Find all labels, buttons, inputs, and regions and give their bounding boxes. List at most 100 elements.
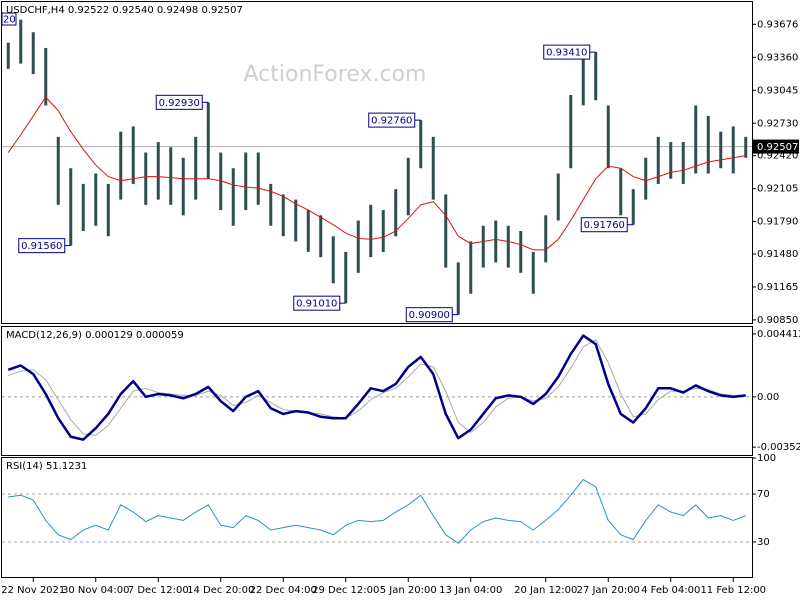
price-bar [619, 168, 623, 216]
price-panel-frame [1, 1, 753, 324]
price-bar [244, 152, 248, 211]
annotation-box [18, 238, 66, 254]
price-bar [544, 215, 548, 263]
price-bar [181, 157, 185, 216]
x-tick-label: 22 Dec 04:00 [250, 585, 317, 596]
price-bar [456, 262, 460, 315]
price-bar [556, 173, 560, 221]
price-bar [69, 168, 73, 246]
y-tick-label: 70 [757, 489, 770, 500]
price-bar [594, 52, 598, 101]
y-tick-label: 0.93360 [757, 52, 798, 63]
x-tick-label: 30 Nov 04:00 [62, 585, 129, 596]
price-bar [419, 120, 423, 169]
price-bar [256, 152, 260, 205]
price-bar [281, 194, 285, 237]
price-bar [231, 168, 235, 226]
price-bar [119, 131, 123, 200]
price-bar [431, 136, 435, 200]
y-tick-label: 0.91165 [757, 282, 798, 293]
price-bar [706, 115, 710, 174]
price-bar [56, 136, 60, 205]
annotation-label: 0.91010 [296, 299, 337, 310]
annotation-box [580, 217, 628, 233]
price-bar [494, 220, 498, 263]
price-bar [356, 220, 360, 273]
price-bar [144, 152, 148, 205]
annotation-box [293, 295, 341, 311]
price-bar [294, 199, 298, 242]
x-tick-label: 7 Dec 12:00 [128, 585, 189, 596]
y-tick-label: 100 [757, 453, 776, 464]
y-tick-label: 30 [757, 537, 770, 548]
indicator-line [7, 334, 746, 441]
price-bar [631, 189, 635, 225]
annotation-box [543, 44, 591, 60]
annotation-box [405, 307, 453, 323]
price-bar [581, 58, 585, 106]
price-bar [19, 19, 23, 64]
price-bar [531, 251, 535, 294]
y-tick-label: 0.92730 [757, 118, 798, 129]
y-tick-label: 0.91480 [757, 249, 798, 260]
price-bar [206, 102, 210, 179]
y-tick-label: 0.93676 [757, 19, 798, 30]
price-bar [81, 183, 85, 231]
price-bar [731, 126, 735, 174]
annotation-label: 0.91560 [21, 241, 62, 252]
price-bar [681, 142, 685, 184]
watermark: ActionForex.com [244, 62, 427, 87]
price-bar [719, 131, 723, 169]
corner-label-box [1, 12, 17, 26]
price-bar [6, 42, 10, 69]
macd-panel-frame [1, 326, 753, 456]
price-bar [306, 210, 310, 252]
price-bar [269, 183, 273, 226]
price-bar [519, 230, 523, 273]
y-tick-label: -0.003528 [757, 442, 800, 453]
price-bar [31, 32, 35, 75]
annotation-label: 0.90900 [409, 310, 450, 321]
price-bar [106, 183, 110, 237]
x-tick-label: 20 Jan 12:00 [514, 585, 577, 596]
price-bar [194, 136, 198, 200]
price-bar [469, 241, 473, 294]
price-bar [444, 194, 448, 268]
price-bar [669, 142, 673, 179]
y-tick-label: 0.92105 [757, 184, 798, 195]
annotation-box [368, 112, 416, 128]
y-tick-label: 0.92420 [757, 151, 798, 162]
y-tick-label: 0.004412 [757, 329, 800, 340]
last-price-tag [753, 139, 799, 154]
price-bar [156, 142, 160, 200]
x-tick-label: 5 Jan 20:00 [380, 585, 437, 596]
annotation-label: 0.91760 [584, 220, 625, 231]
indicator-line [8, 339, 746, 436]
x-tick-label: 4 Feb 04:00 [641, 585, 700, 596]
price-bar [319, 215, 323, 258]
price-bar [131, 126, 135, 184]
price-bar [606, 105, 610, 169]
price-bar [644, 157, 648, 200]
price-bar [744, 136, 748, 158]
y-tick-label: 0.00 [757, 392, 779, 403]
y-tick-label: 0.90850 [757, 315, 798, 326]
rsi-panel-frame [1, 457, 753, 578]
corner-label: 20 [3, 15, 16, 26]
price-bar [381, 210, 385, 252]
price-title: USDCHF,H4 0.92522 0.92540 0.92498 0.9250… [6, 5, 243, 16]
x-tick-label: 13 Jan 04:00 [439, 585, 502, 596]
indicator-line [8, 479, 746, 544]
macd-title: MACD(12,26,9) 0.000129 0.000059 [6, 330, 184, 341]
x-tick-label: 11 Feb 12:00 [700, 585, 766, 596]
moving-average [7, 96, 746, 251]
x-tick-label: 27 Jan 20:00 [577, 585, 640, 596]
price-bar [344, 251, 348, 304]
annotation-label: 0.93410 [546, 48, 587, 59]
price-bar [169, 147, 173, 205]
price-bar [656, 136, 660, 184]
rsi-title: RSI(14) 51.1231 [6, 461, 87, 472]
x-tick-label: 22 Nov 2021 [1, 585, 65, 596]
